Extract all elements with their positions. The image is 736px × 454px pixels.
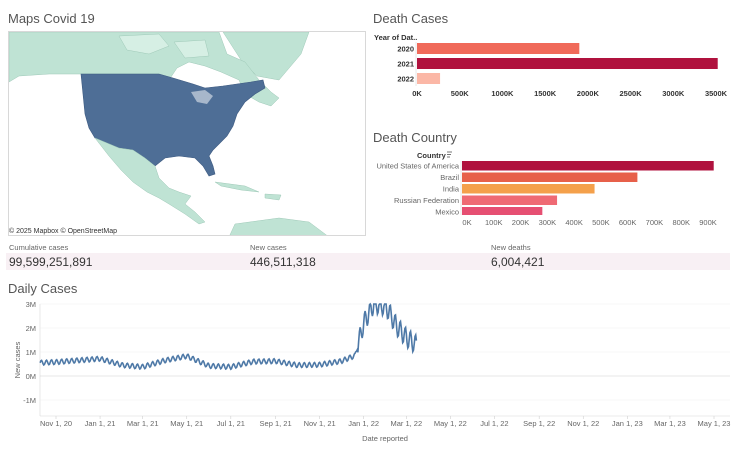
death-country-title: Death Country	[373, 130, 457, 145]
bar-label-brazil: Brazil	[440, 173, 459, 182]
south-america-shape	[229, 217, 327, 235]
y-tick-3m: 3M	[26, 300, 36, 309]
arctic-islands-shape-2	[173, 39, 210, 59]
x-tick-600k: 600K	[619, 218, 637, 227]
x-tick-700k: 700K	[646, 218, 664, 227]
x-tick-jan-1-22: Jan 1, 22	[348, 419, 379, 428]
bar-label-india: India	[443, 185, 460, 194]
bar-label-united-states-of-america: United States of America	[376, 162, 459, 171]
x-tick-3500k: 3500K	[705, 89, 728, 98]
kpi-value-new-deaths: 6,004,421	[491, 255, 545, 269]
daily-cases-chart[interactable]: 3M 2M 1M 0M -1M Nov 1, 20 Jan 1, 21 Mar 1, 21 M…	[0, 296, 736, 448]
great-lakes-shape	[191, 90, 213, 104]
death-cases-chart[interactable]: Year of Dat.. 2020 2021 2022 0K 500K 1000K 15…	[370, 30, 732, 102]
map-canvas[interactable]	[9, 32, 366, 236]
x-tick-mar-1-21: Mar 1, 21	[127, 419, 159, 428]
bar-mexico[interactable]	[462, 207, 543, 217]
bar-label-russian-federation: Russian Federation	[394, 196, 459, 205]
bar-label-mexico: Mexico	[435, 208, 459, 217]
kpi-value-cumulative-cases: 99,599,251,891	[9, 255, 93, 269]
x-tick-0k: 0K	[462, 218, 471, 227]
mexico-shape	[94, 137, 206, 225]
x-tick-1500k: 1500K	[534, 89, 557, 98]
y-tick-0m: 0M	[26, 372, 36, 381]
x-tick-800k: 800K	[672, 218, 690, 227]
x-tick-mar-1-22: Mar 1, 22	[390, 419, 422, 428]
bar-2021[interactable]	[417, 58, 718, 69]
x-tick-nov-1-22: Nov 1, 22	[567, 419, 599, 428]
caribbean-shape	[214, 181, 260, 193]
kpi-label-new-cases: New cases	[250, 243, 287, 252]
usa-shape	[80, 73, 266, 177]
bar-label-2022: 2022	[397, 75, 414, 84]
bar-2020[interactable]	[417, 43, 580, 54]
death-cases-axis-header: Year of Dat..	[374, 33, 417, 42]
x-tick-1000k: 1000K	[491, 89, 514, 98]
x-tick-900k: 900K	[699, 218, 717, 227]
bar-brazil[interactable]	[462, 172, 638, 183]
x-tick-nov-1-20: Nov 1, 20	[40, 419, 72, 428]
x-tick-2500k: 2500K	[620, 89, 643, 98]
x-tick-may-1-21: May 1, 21	[170, 419, 203, 428]
x-tick-mar-1-23: Mar 1, 23	[654, 419, 686, 428]
kpi-value-new-cases: 446,511,318	[250, 255, 316, 269]
x-tick-sep-1-22: Sep 1, 22	[523, 419, 555, 428]
y-tick-1m: 1M	[26, 348, 36, 357]
arctic-islands-shape	[118, 33, 170, 55]
bar-united-states-of-america[interactable]	[462, 161, 714, 171]
x-tick-2000k: 2000K	[577, 89, 600, 98]
x-tick-may-1-23: May 1, 23	[698, 419, 731, 428]
x-tick-0k: 0K	[412, 89, 422, 98]
death-country-axis-header: Country	[417, 151, 447, 160]
x-tick-sep-1-21: Sep 1, 21	[260, 419, 292, 428]
covid-map[interactable]	[8, 31, 366, 236]
map-title: Maps Covid 19	[8, 11, 95, 26]
x-tick-500k: 500K	[592, 218, 610, 227]
death-cases-title: Death Cases	[373, 11, 449, 26]
bar-label-2021: 2021	[397, 60, 414, 69]
x-tick-500k: 500K	[451, 89, 470, 98]
x-tick-100k: 100K	[485, 218, 503, 227]
x-tick-jan-1-23: Jan 1, 23	[612, 419, 643, 428]
x-tick-jul-1-22: Jul 1, 22	[480, 419, 508, 428]
sort-descending-icon[interactable]	[447, 151, 452, 158]
x-tick-400k: 400K	[565, 218, 583, 227]
x-tick-may-1-22: May 1, 22	[434, 419, 467, 428]
x-tick-200k: 200K	[512, 218, 530, 227]
death-country-tick-strip	[456, 215, 726, 229]
map-attribution: © 2025 Mapbox © OpenStreetMap	[9, 228, 117, 235]
kpi-label-new-deaths: New deaths	[491, 243, 531, 252]
caribbean-shape-2	[264, 193, 282, 201]
series-line-new-cases[interactable]	[39, 302, 418, 371]
y-tick-2m: 2M	[26, 324, 36, 333]
daily-cases-x-label: Date reported	[362, 434, 408, 443]
bar-india[interactable]	[462, 184, 595, 194]
kpi-band	[6, 253, 730, 270]
bar-russian-federation[interactable]	[462, 195, 558, 206]
bar-2022[interactable]	[417, 73, 441, 84]
death-country-chart[interactable]: Country United States of America Brazil In…	[370, 149, 732, 231]
x-tick-300k: 300K	[539, 218, 557, 227]
canada-shape	[9, 32, 280, 107]
daily-cases-title: Daily Cases	[8, 281, 78, 296]
y-tick-1m: -1M	[23, 396, 36, 405]
bar-label-2020: 2020	[397, 45, 414, 54]
kpi-label-cumulative-cases: Cumulative cases	[9, 243, 69, 252]
x-tick-nov-1-21: Nov 1, 21	[304, 419, 336, 428]
daily-cases-y-label: New cases	[13, 341, 22, 378]
x-tick-jul-1-21: Jul 1, 21	[217, 419, 245, 428]
x-tick-3000k: 3000K	[662, 89, 685, 98]
x-tick-jan-1-21: Jan 1, 21	[85, 419, 116, 428]
